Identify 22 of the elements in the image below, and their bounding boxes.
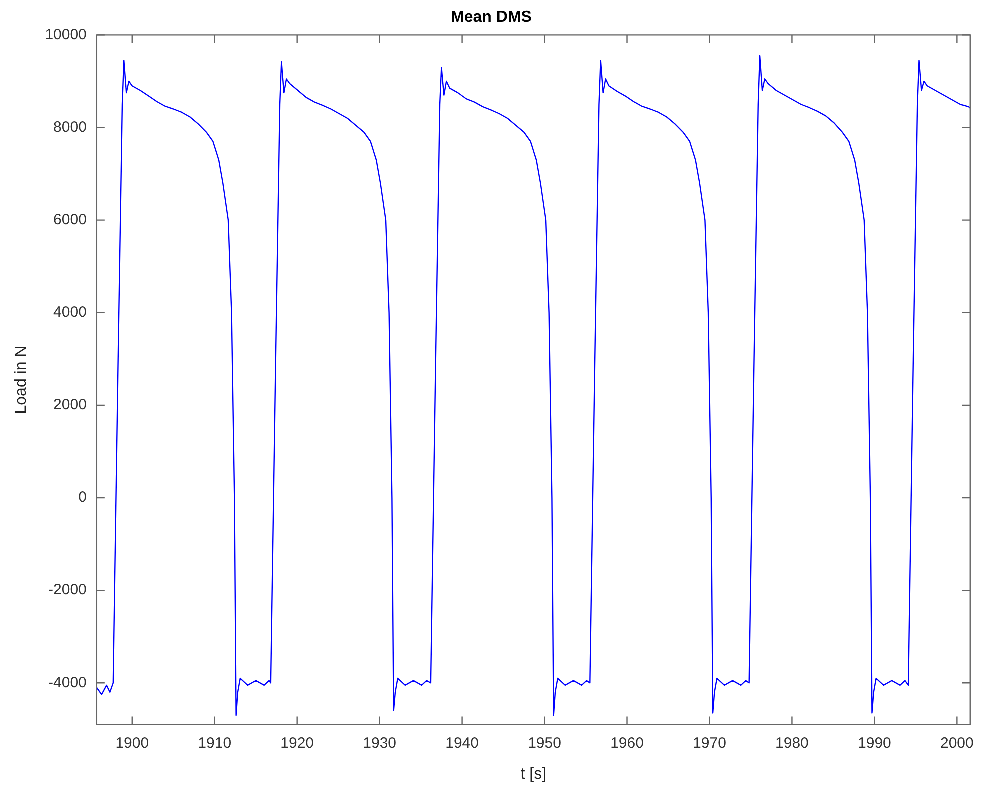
y-tick-label: 8000 bbox=[54, 118, 87, 136]
chart-title: Mean DMS bbox=[451, 9, 532, 26]
x-tick-label: 1980 bbox=[776, 734, 809, 752]
y-tick-label: 0 bbox=[78, 489, 87, 506]
x-tick-label: 1950 bbox=[528, 734, 562, 752]
y-tick-label: 6000 bbox=[54, 211, 87, 228]
y-tick-label: 10000 bbox=[45, 26, 87, 44]
y-tick-label: -2000 bbox=[48, 582, 87, 599]
x-tick-label: 1910 bbox=[198, 734, 232, 752]
x-tick-label: 2000 bbox=[940, 734, 974, 752]
x-tick-label: 1960 bbox=[610, 734, 644, 752]
x-tick-label: 1940 bbox=[446, 734, 479, 752]
x-tick-label: 1900 bbox=[116, 734, 150, 752]
y-axis-title: Load in N bbox=[13, 346, 30, 414]
y-tick-label: -4000 bbox=[48, 674, 87, 692]
y-tick-label: 4000 bbox=[54, 304, 87, 322]
x-tick-label: 1970 bbox=[693, 734, 726, 752]
x-tick-label: 1930 bbox=[363, 734, 397, 752]
x-tick-label: 1920 bbox=[280, 734, 314, 752]
y-tick-label: 2000 bbox=[54, 396, 87, 414]
x-axis-title: t [s] bbox=[520, 766, 547, 783]
x-tick-label: 1990 bbox=[858, 734, 892, 752]
